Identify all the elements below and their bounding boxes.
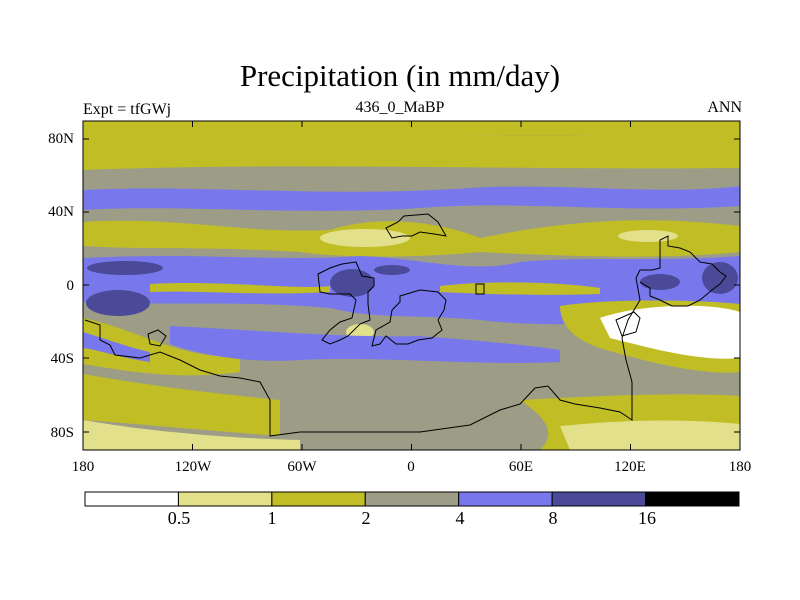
colorbar-box bbox=[364, 491, 460, 507]
fill-moderate-subtrop-s1 bbox=[83, 318, 240, 376]
x-tick-label: 120E bbox=[614, 459, 646, 475]
fill-very-wet-patch-6 bbox=[702, 262, 738, 294]
fill-dry-patch-1 bbox=[320, 229, 410, 247]
x-tick-label: 180 bbox=[728, 459, 752, 475]
fill-wet-storm-track-n bbox=[83, 186, 740, 211]
x-tick-label: 0 bbox=[407, 459, 415, 475]
experiment-label: Expt = tfGWj bbox=[83, 101, 172, 118]
fill-moderate-subtrop-n bbox=[83, 220, 740, 257]
colorbar-tick-label: 16 bbox=[638, 508, 656, 528]
coastline-island-2 bbox=[147, 329, 167, 347]
colorbar-box bbox=[84, 491, 179, 507]
y-tick-label: 80N bbox=[48, 131, 74, 147]
colorbar-box bbox=[271, 491, 366, 507]
x-tick-label: 60E bbox=[508, 459, 534, 475]
season-label: ANN bbox=[707, 99, 742, 116]
coastline-main bbox=[84, 235, 727, 437]
y-tick-label: 80S bbox=[50, 425, 74, 441]
fill-moderate-eq-strip-2 bbox=[440, 282, 600, 295]
colorbar-tick-label: 0.5 bbox=[167, 508, 191, 528]
colorbar-tick-label: 2 bbox=[361, 508, 371, 528]
coastline-asia-north bbox=[385, 213, 447, 239]
fill-moderate-south-w bbox=[83, 374, 280, 436]
x-tick-marks bbox=[82, 121, 741, 450]
time-label: 436_0_MaBP bbox=[355, 99, 445, 116]
chart-title: Precipitation (in mm/day) bbox=[239, 58, 561, 93]
coastline-island bbox=[475, 283, 485, 295]
y-tick-label: 40N bbox=[48, 204, 74, 220]
y-tick-label: 40S bbox=[50, 351, 74, 367]
fill-dry-patch-2 bbox=[618, 230, 678, 242]
fill-dry-south-w bbox=[83, 420, 300, 450]
fill-wet-band-s bbox=[170, 326, 560, 363]
fill-very-wet-patch-2 bbox=[86, 290, 150, 316]
colorbar bbox=[84, 491, 740, 507]
colorbar-tick-label: 4 bbox=[455, 508, 465, 528]
colorbar-box bbox=[177, 491, 273, 507]
colorbar-box bbox=[458, 491, 553, 507]
fill-very-wet-patch-3 bbox=[330, 269, 374, 297]
colorbar-tick-label: 1 bbox=[267, 508, 277, 528]
fill-very-wet-patch-1 bbox=[87, 261, 163, 275]
colorbar-box bbox=[645, 491, 740, 507]
fill-dry-south-e bbox=[560, 420, 740, 450]
colorbar-box bbox=[551, 491, 647, 507]
x-tick-label: 60W bbox=[287, 459, 317, 475]
fill-moderate-eq-strip bbox=[150, 283, 330, 294]
fill-very-wet-patch-4 bbox=[374, 265, 410, 275]
precip-field bbox=[83, 121, 740, 450]
x-tick-label: 180 bbox=[71, 459, 95, 475]
fill-moderate-band-n1 bbox=[83, 132, 740, 170]
coastline-australia bbox=[615, 311, 641, 337]
x-tick-label: 120W bbox=[174, 459, 212, 475]
fill-moderate-polar-n bbox=[83, 121, 740, 135]
y-tick-marks bbox=[83, 138, 740, 433]
fill-very-wet-patch-5 bbox=[640, 274, 680, 290]
y-tick-label: 0 bbox=[66, 278, 75, 294]
coastline-africa-west bbox=[317, 261, 375, 345]
colorbar-tick-label: 8 bbox=[548, 508, 558, 528]
coastline-africa-south bbox=[371, 289, 447, 347]
continent-outlines bbox=[84, 213, 727, 437]
fill-very-dry-patch bbox=[600, 305, 740, 359]
